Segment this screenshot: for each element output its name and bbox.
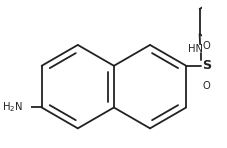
Text: O: O [202, 81, 210, 91]
Text: O: O [202, 41, 210, 51]
Text: HN: HN [188, 44, 202, 54]
Text: S: S [202, 59, 211, 72]
Text: H$_2$N: H$_2$N [2, 101, 23, 114]
